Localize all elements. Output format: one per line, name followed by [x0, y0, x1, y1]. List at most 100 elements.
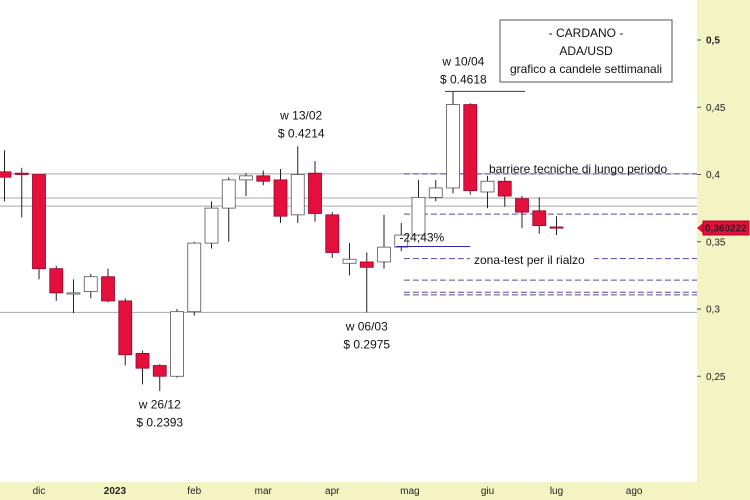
candle-bull: [204, 201, 219, 249]
x-tick-label: apr: [325, 486, 340, 497]
candle-body: [256, 175, 271, 182]
candle-bull: [239, 173, 253, 197]
candle-body: [480, 180, 495, 193]
y-tick-label: 0,45: [706, 103, 726, 114]
candle-bear: [135, 350, 150, 385]
candle-bull: [342, 243, 357, 276]
candle-bull: [411, 179, 426, 237]
decline-label: -24,43%: [400, 230, 445, 244]
candle-body: [32, 174, 46, 270]
candle-bear: [152, 364, 167, 392]
y-tick-label: 0,3: [706, 305, 720, 316]
candle-bull: [446, 91, 460, 194]
candle-bear: [515, 196, 529, 229]
zone-label-bg: [470, 251, 594, 269]
candle-body: [187, 242, 202, 313]
candle-body: [101, 276, 115, 302]
annotation-w2612-date: w 26/12: [138, 398, 181, 412]
candle-body: [66, 292, 81, 295]
candle-body: [290, 174, 305, 216]
candle-body: [49, 268, 64, 294]
candle-bull: [83, 274, 98, 299]
x-tick-label: giu: [481, 486, 494, 497]
candle-bull: [377, 214, 391, 269]
zone-label: zona-test per il rialzo: [474, 253, 585, 267]
annotation-w2612-price: $ 0.2393: [136, 416, 183, 430]
candle-body: [428, 187, 443, 198]
candle-bull: [428, 179, 443, 202]
candle-bear: [359, 252, 374, 313]
candle-bear: [273, 169, 288, 223]
candle-bear: [325, 212, 340, 258]
candle-bear: [463, 103, 478, 195]
x-tick-label: mag: [400, 486, 419, 497]
candle-body: [377, 246, 391, 263]
candle-body: [515, 198, 529, 213]
candle-bull: [290, 146, 305, 223]
candle-body: [0, 171, 12, 178]
y-axis-ticks: 0,5 0,45 0,4 0,35 0,3 0,25: [697, 36, 726, 383]
candle-body: [359, 261, 374, 268]
candle-bear: [49, 265, 64, 301]
candle-body: [204, 207, 219, 244]
y-tick-label: 0,25: [706, 372, 726, 383]
candle-bear: [14, 167, 29, 218]
current-price-arrow: [697, 222, 704, 235]
x-tick-label: lug: [550, 486, 563, 497]
annotation-w1004-price: $ 0.4618: [440, 72, 487, 86]
annotation-w0603-price: $ 0.2975: [343, 337, 390, 351]
candle-bull: [170, 309, 184, 378]
candle-body: [497, 180, 512, 197]
candle-bull: [221, 177, 236, 242]
candle-body: [342, 258, 357, 264]
candle-body: [463, 104, 478, 192]
candle-body: [446, 104, 460, 189]
candle-bear: [549, 216, 564, 236]
x-tick-label: feb: [187, 486, 201, 497]
candle-body: [14, 172, 29, 175]
candle-body: [532, 210, 547, 227]
title-line-2: ADA/USD: [559, 44, 613, 58]
annotation-w1004-date: w 10/04: [441, 54, 484, 68]
candle-body: [152, 365, 167, 377]
candle-bear: [32, 174, 46, 280]
x-axis-ticks: novdic2023febmaraprmaggiulugago: [33, 486, 643, 497]
candles: [0, 91, 564, 392]
candle-body: [549, 226, 564, 229]
x-tick-label: mar: [255, 486, 273, 497]
y-tick-label: 0,35: [706, 237, 726, 248]
candle-body: [273, 179, 288, 217]
candle-body: [221, 179, 236, 209]
candle-bear: [532, 197, 547, 234]
candle-body: [135, 352, 150, 369]
candle-bear: [256, 170, 271, 186]
annotation-w1302-date: w 13/02: [279, 109, 322, 123]
current-price-label: 0,360222: [705, 224, 747, 235]
candle-bear: [308, 161, 322, 222]
x-tick-label: ago: [626, 486, 643, 497]
candle-body: [394, 234, 409, 248]
candle-body: [118, 300, 133, 356]
candle-body: [239, 175, 253, 181]
barriers-label: barriere tecniche di lungo periodo: [489, 162, 667, 176]
y-tick-label: 0,4: [706, 170, 720, 181]
y-axis-panel: [697, 0, 750, 500]
title-box: - CARDANO - ADA/USD grafico a candele se…: [499, 19, 673, 83]
candle-body: [83, 276, 98, 292]
candle-bear: [497, 177, 512, 207]
y-tick-label: 0,5: [706, 36, 720, 47]
candle-bear: [101, 268, 115, 303]
x-tick-label: dic: [33, 486, 46, 497]
current-price-marker: 0,360222: [697, 220, 750, 236]
candle-bull: [480, 175, 495, 209]
candle-bear: [0, 150, 12, 202]
candle-body: [308, 172, 322, 214]
x-axis-panel: [0, 482, 697, 500]
candle-body: [170, 311, 184, 377]
title-line-3: grafico a candele settimanali: [510, 62, 662, 76]
current-price-box: [702, 220, 750, 236]
candle-bull: [187, 241, 202, 316]
candle-bull: [66, 279, 81, 314]
candle-body: [325, 214, 340, 253]
